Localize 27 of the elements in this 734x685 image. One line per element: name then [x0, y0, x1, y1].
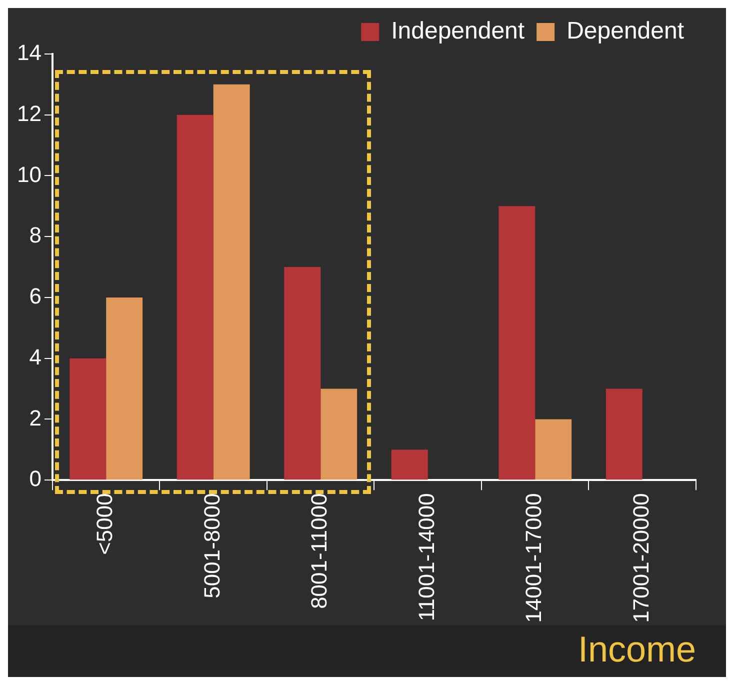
x-axis-title: Income: [578, 628, 696, 670]
bar: [535, 419, 572, 480]
bar: [213, 84, 250, 480]
y-tick-label: 10: [16, 162, 42, 187]
y-tick-label: 12: [16, 100, 42, 126]
bar: [284, 267, 321, 480]
bar: [391, 450, 428, 480]
x-tick-label: 17001-20000: [628, 493, 654, 623]
x-tick-label: 14001-17000: [521, 493, 546, 623]
bar: [320, 388, 358, 480]
legend-label: Dependent: [566, 18, 684, 45]
x-tick-label: 11001-14000: [414, 493, 439, 622]
bar: [70, 358, 106, 480]
bar: [176, 114, 214, 480]
y-tick-label: 6: [29, 284, 42, 309]
bar: [606, 388, 642, 480]
x-tick-label: <5000: [92, 493, 118, 555]
bar: [498, 206, 536, 480]
y-tick-label: 4: [29, 344, 42, 370]
x-tick-label: 5001-8000: [199, 493, 224, 598]
bar: [106, 298, 143, 480]
y-tick-label: 14: [16, 40, 42, 66]
y-tick-label: 8: [29, 222, 42, 248]
x-tick-label: 8001-11000: [306, 493, 332, 609]
legend-label: Independent: [391, 18, 525, 45]
y-tick-label: 0: [29, 466, 42, 492]
y-tick-label: 2: [29, 405, 42, 430]
